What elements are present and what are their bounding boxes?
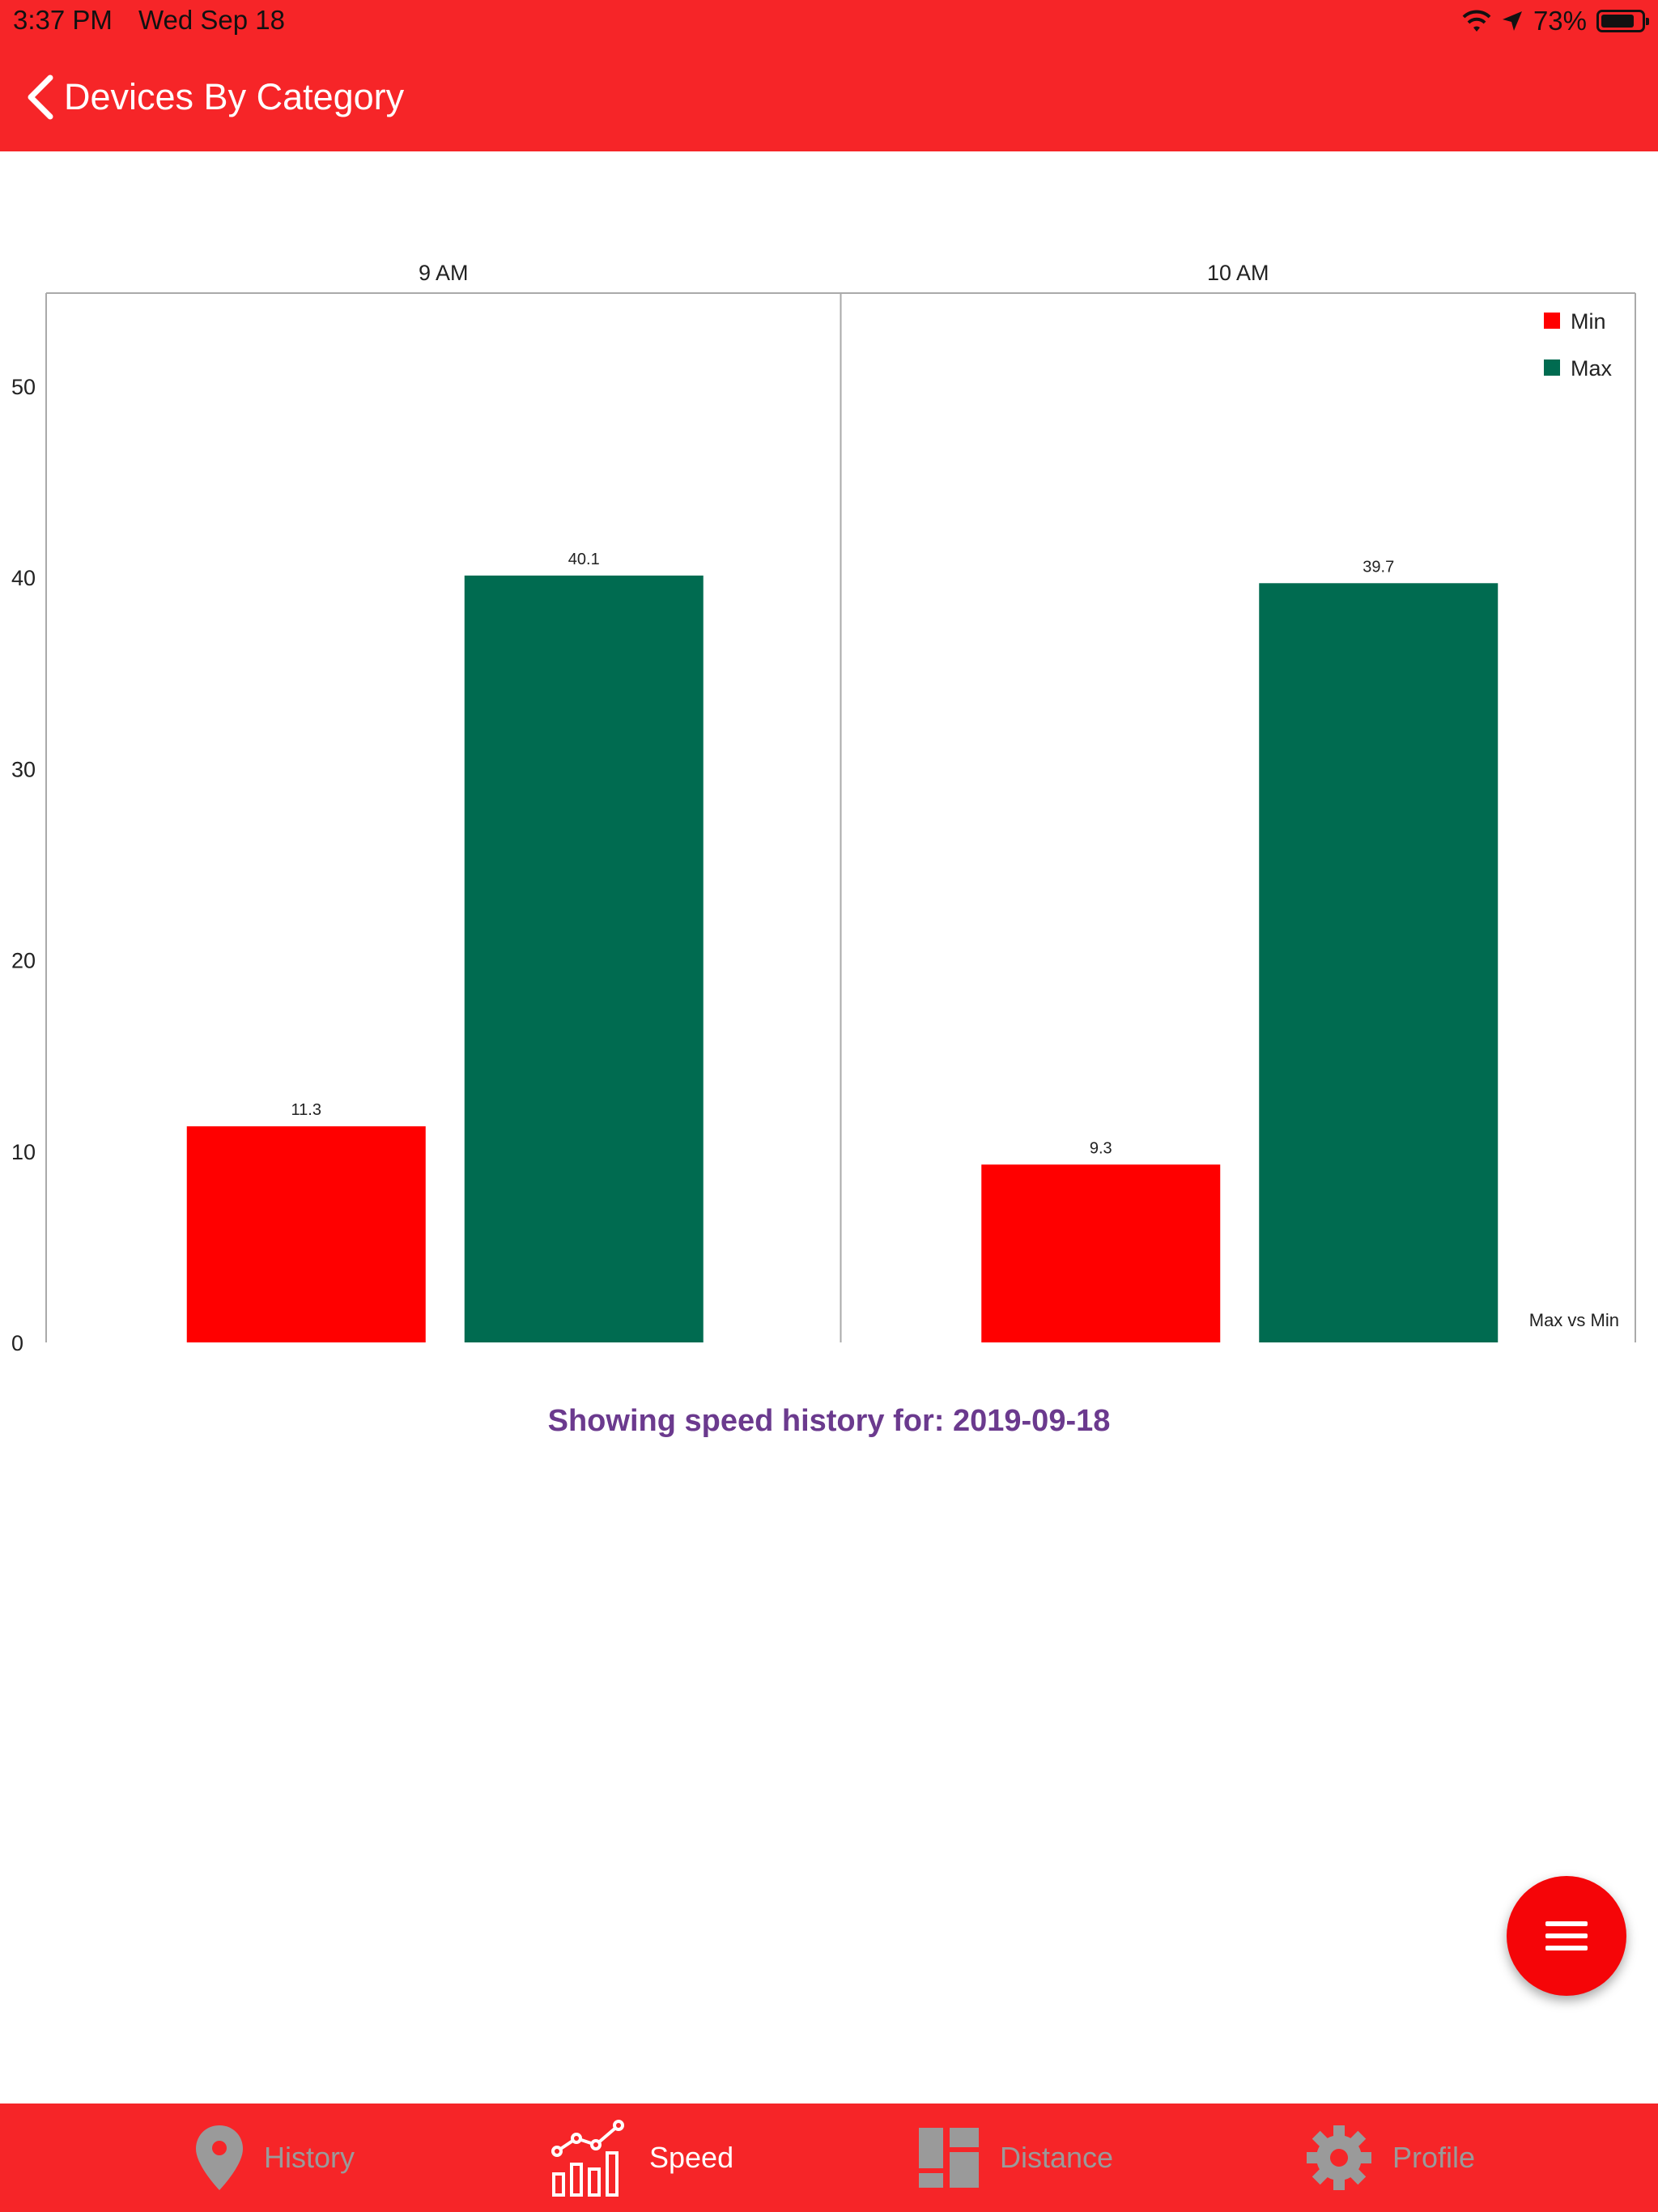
tab-distance[interactable]: Distance	[917, 2104, 1113, 2212]
status-date: Wed Sep 18	[138, 5, 286, 35]
bar-min	[981, 1164, 1221, 1342]
bar-max	[1259, 583, 1499, 1342]
bar-value-label: 11.3	[291, 1101, 321, 1119]
tab-speed-label: Speed	[649, 2141, 734, 2174]
battery-icon	[1596, 10, 1649, 32]
bar-min	[186, 1126, 426, 1342]
top-bar: 3:37 PM Wed Sep 18 73% Devices By Catego…	[0, 0, 1658, 151]
back-chevron-icon[interactable]	[23, 71, 60, 123]
x-category-label: 9 AM	[419, 261, 469, 285]
chart-annotation: Max vs Min	[1529, 1310, 1619, 1330]
bar-value-label: 40.1	[568, 551, 600, 568]
bar-value-label: 39.7	[1363, 558, 1394, 576]
battery-percent: 73%	[1533, 6, 1587, 36]
y-tick-label: 50	[11, 375, 36, 399]
y-tick-label: 30	[11, 757, 36, 781]
status-indicators: 73%	[1462, 5, 1649, 37]
hamburger-menu-icon	[1545, 1921, 1588, 1950]
legend-swatch-min	[1544, 313, 1560, 329]
distance-grid-icon	[919, 2128, 979, 2188]
y-tick-label: 40	[11, 566, 36, 590]
map-pin-icon	[196, 2125, 243, 2190]
bar-max	[464, 575, 704, 1342]
wifi-icon	[1462, 10, 1491, 32]
tab-history-label: History	[264, 2141, 355, 2174]
tab-distance-label: Distance	[1000, 2141, 1114, 2174]
y-tick-label: 0	[11, 1331, 23, 1355]
y-tick-label: 20	[11, 949, 36, 973]
speed-history-caption: Showing speed history for: 2019-09-18	[547, 1404, 1111, 1438]
tab-profile-label: Profile	[1392, 2141, 1476, 2174]
status-time: 3:37 PM	[13, 5, 113, 35]
tab-profile[interactable]: Profile	[1305, 2104, 1475, 2212]
gear-icon	[1307, 2125, 1371, 2190]
bottom-tab-bar: History Speed Distance	[0, 2104, 1658, 2212]
legend-swatch-max	[1544, 359, 1560, 376]
y-tick-label: 10	[11, 1140, 36, 1164]
speed-bar-chart: 0 10 20 30 40 50 9 AM 11.3 40.1 10 AM 9.3 39.7 Min Ma…	[11, 261, 1636, 1355]
legend-label-max: Max	[1571, 356, 1613, 381]
speed-chart-icon	[551, 2120, 624, 2197]
tab-history[interactable]: History	[194, 2104, 355, 2212]
x-category-label: 10 AM	[1207, 261, 1269, 285]
legend-label-min: Min	[1571, 309, 1606, 334]
location-arrow-icon	[1502, 11, 1522, 31]
menu-fab-button[interactable]	[1507, 1876, 1626, 1996]
tab-speed[interactable]: Speed	[549, 2104, 733, 2212]
page-title: Devices By Category	[64, 76, 405, 117]
bar-value-label: 9.3	[1090, 1139, 1112, 1157]
